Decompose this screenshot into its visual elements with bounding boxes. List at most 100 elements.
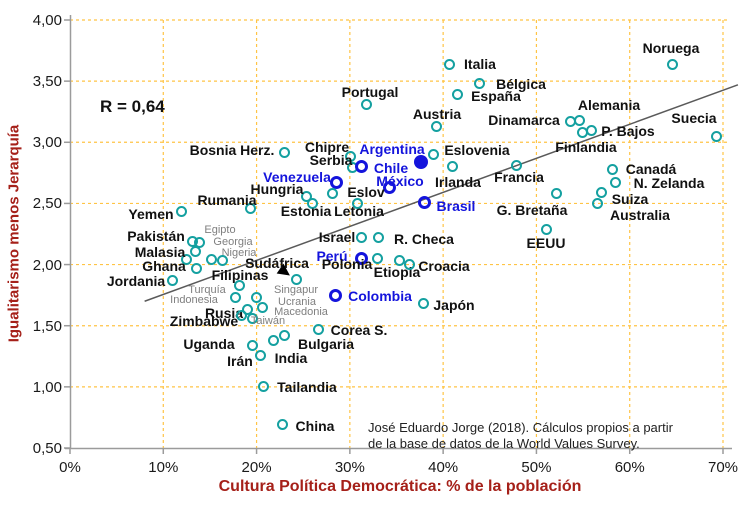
label-egipto: Egipto [204,224,236,236]
label-alemania: Alemania [577,97,641,113]
label-estonia: Estonia [280,203,332,219]
point-suiza [596,186,608,198]
point-georgia [190,245,202,257]
label-jordania: Jordania [106,273,166,289]
label-rusia: Rusia [204,305,244,321]
point-etiopia [393,255,405,267]
label-australia: Australia [610,207,670,223]
point-irlanda [446,161,458,173]
label-p-bajos: P. Bajos [601,123,655,139]
y-tick-label: 3,00 [32,134,62,152]
label-singapur: Singapur [273,284,319,296]
label-letonia: Letonia [334,203,384,219]
x-tick-label: 20% [241,459,272,476]
point-iran [254,349,266,361]
label-uganda: Uganda [183,336,235,352]
point-belgica [474,78,486,90]
point-francia [511,160,523,172]
label-venezuela: Venezuela [263,169,331,185]
x-tick-label: 60% [614,459,645,476]
label-austria: Austria [412,106,462,122]
label-rumania: Rumania [197,192,257,208]
x-tick-label: 70% [707,459,739,476]
label-croacia: Croacia [418,258,470,274]
label-colombia: Colombia [348,288,412,304]
label-polonia: Polonia [321,256,373,272]
label-dinamarca: Dinamarca [488,112,560,128]
x-tick-label: 10% [148,459,179,476]
label-espana: España [471,88,521,104]
label-peru: Perú [316,248,348,264]
point-jordania [167,274,179,286]
point-macedonia [256,301,268,313]
label-chipre: Chipre [304,139,350,155]
point-portugal [361,98,373,110]
point-noruega [667,58,679,70]
point-israel [355,232,367,244]
label-eeuu: EEUU [526,235,566,251]
label-chile: Chile [373,160,409,176]
label-argentina: Argentina [359,141,425,157]
point-corea-s- [312,323,324,335]
label-belgica: Bélgica [496,76,546,92]
label-indonesia: Indonesia [170,294,218,306]
point-suecia [710,130,722,142]
label-suiza: Suiza [611,191,649,207]
point-malasia [181,254,193,266]
point-italia [444,58,456,70]
label-portugal: Portugal [341,84,399,100]
label-serbia: Serbia [309,152,353,168]
correlation-annotation: R = 0,64 [100,97,165,116]
point-bulgaria [279,329,291,341]
point-singapur [291,273,303,285]
point-rumania [245,202,257,214]
point-nigeria [206,254,218,266]
point-g-bretana [551,188,563,200]
x-axis-title: Cultura Política Democrática: % de la po… [218,478,582,495]
label-georgia: Georgia [213,236,253,248]
point-estonia [307,197,319,209]
label-tailandia: Tailandia [277,379,337,395]
label-bulgaria: Bulgaria [297,336,355,352]
label-zimbabwe: Zimbabwe [169,313,239,329]
point-chile [355,160,369,174]
point-peru [354,251,368,265]
point-r-checa [373,232,385,244]
label-hungria: Hungria [250,181,304,197]
label-mexico: México [376,173,424,189]
point-turquia [234,279,246,291]
y-tick-label: 4,00 [32,12,62,29]
source-note: José Eduardo Jorge (2018). Cálculos prop… [368,420,673,452]
x-tick-label: 40% [428,459,459,476]
label-ghana: Ghana [142,258,186,274]
label-francia: Francia [494,169,544,185]
label-canada: Canadá [625,161,677,177]
point-polonia [372,252,384,264]
label-brasil: Brasil [436,198,476,214]
point-indonesia [229,292,241,304]
point-alemania [573,114,585,126]
label-iran: Irán [227,353,253,369]
point-argentina [414,155,429,170]
x-tick-label: 0% [59,459,81,476]
label-irlanda: Irlanda [435,174,481,190]
point-yemen [176,206,188,218]
label-filipinas: Filipinas [211,267,269,283]
label-ucrania: Ucrania [278,296,316,308]
point-letonia [351,197,363,209]
label-china: China [295,418,335,434]
y-tick-label: 1,50 [32,317,62,335]
label-italia: Italia [464,56,496,72]
label-turquia: Turquía [188,284,226,296]
point-china [277,419,289,431]
point-croacia [404,259,416,271]
point-eslovenia [428,149,440,160]
x-tick-label: 30% [334,459,365,476]
label-sudafrica: Sudáfrica [245,255,309,271]
trendline [144,84,739,302]
point-australia [592,197,604,209]
point-uganda [247,339,259,351]
point-colombia [329,288,343,302]
point-hungria [301,190,313,202]
